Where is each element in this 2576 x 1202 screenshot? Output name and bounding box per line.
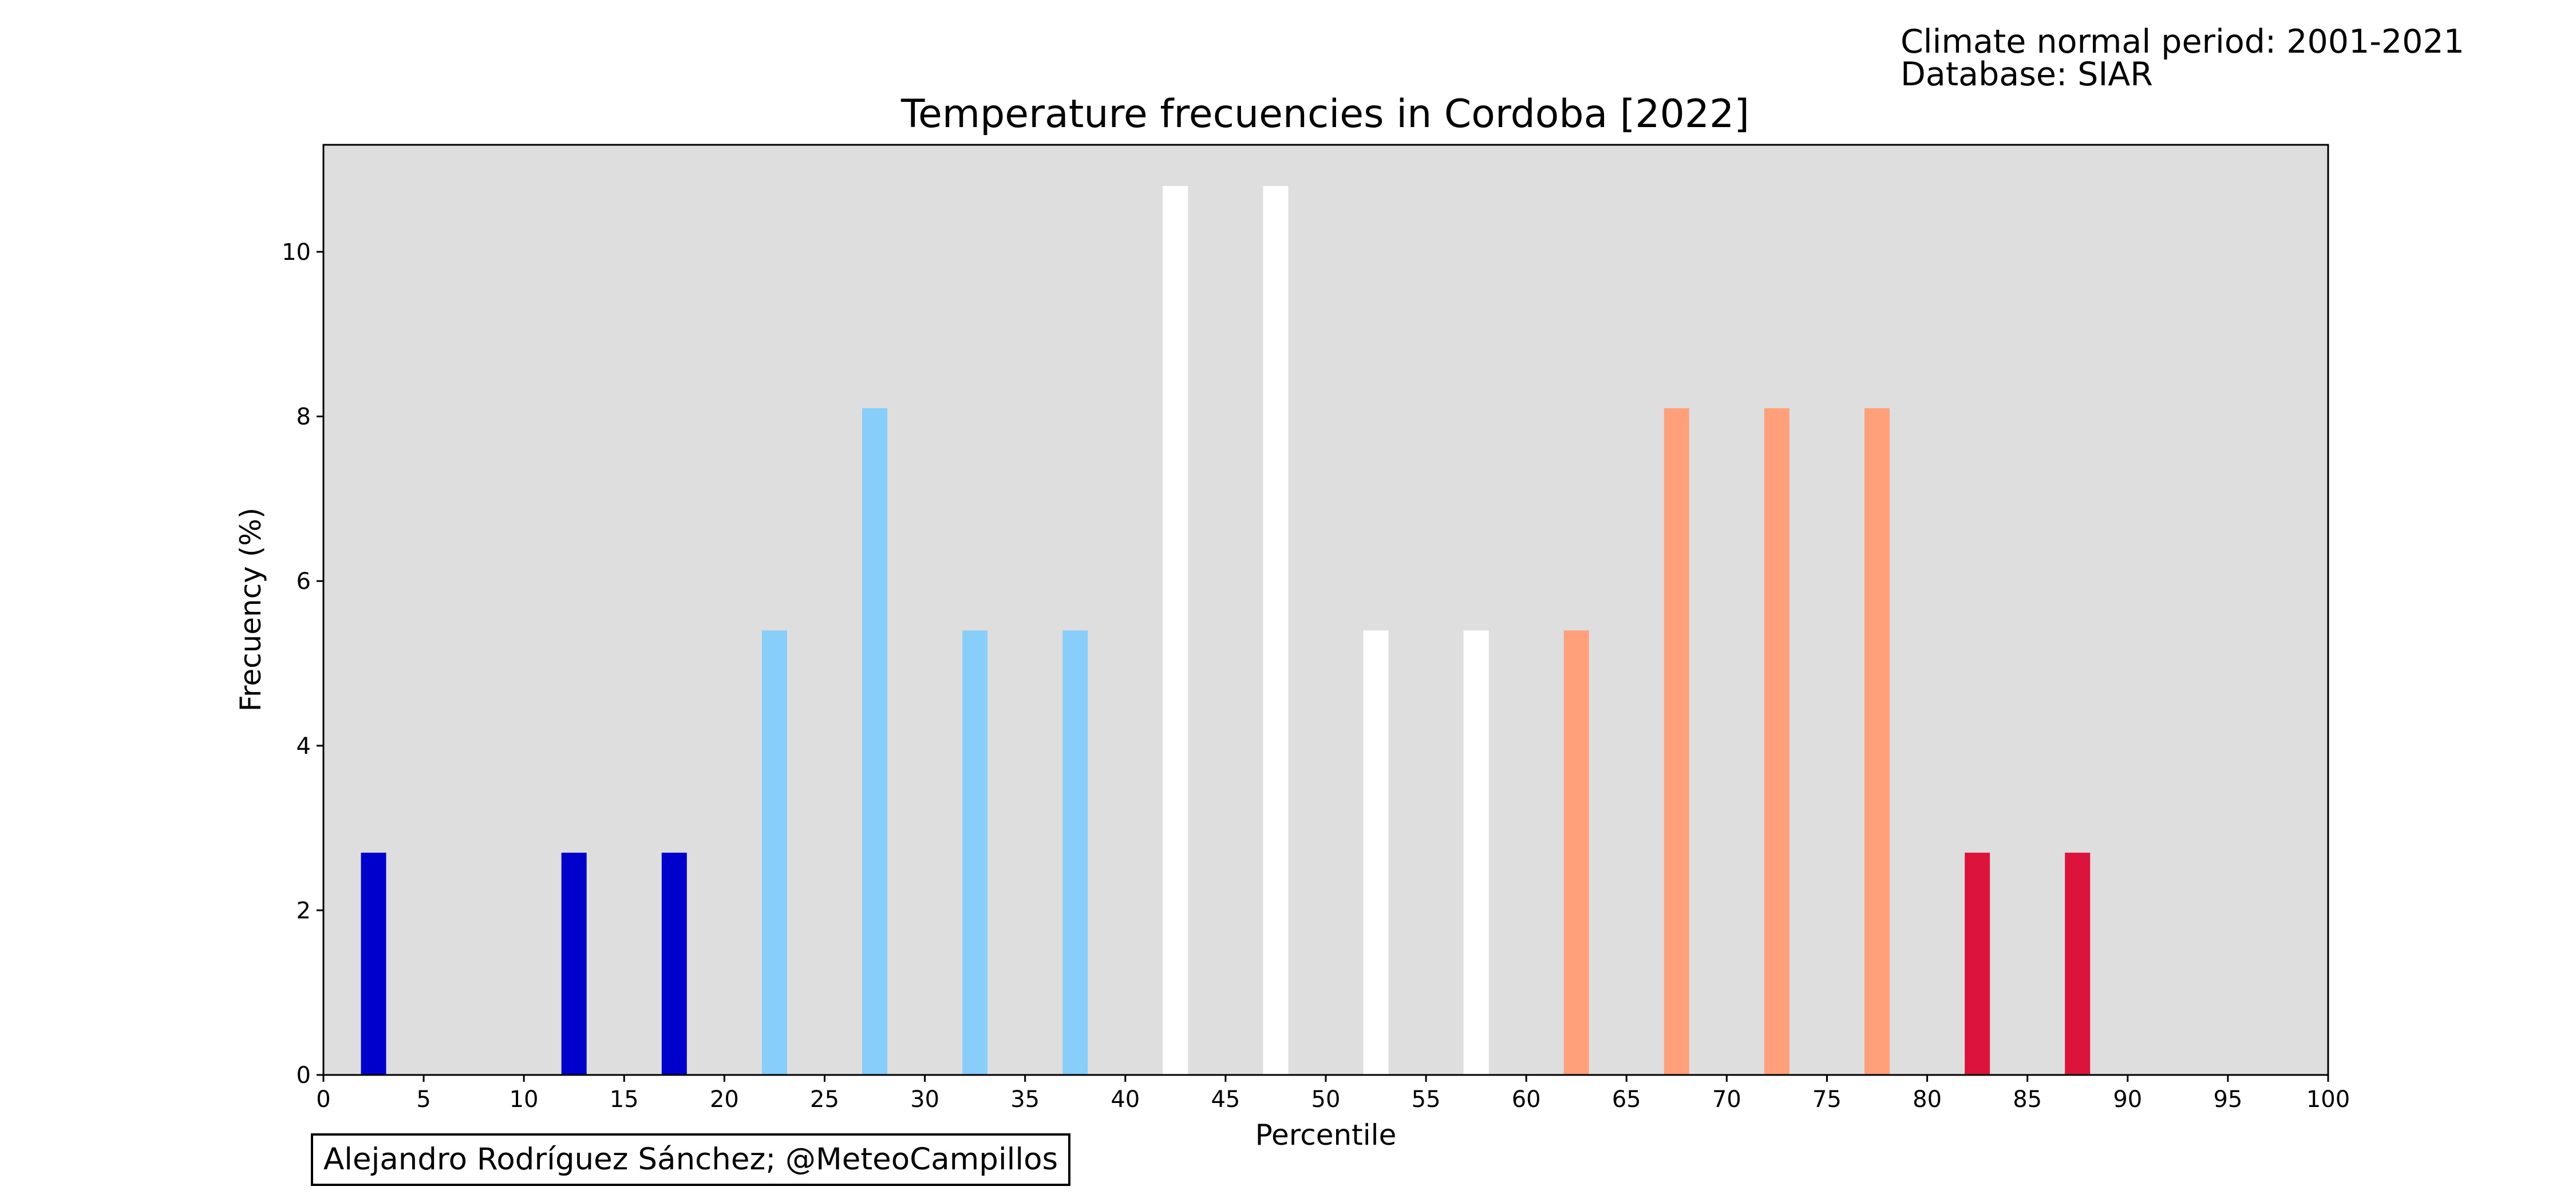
bar-82.5	[1965, 852, 1990, 1075]
bar-77.5	[1864, 408, 1890, 1075]
bar-2.5	[361, 852, 386, 1075]
bar-72.5	[1764, 408, 1789, 1075]
bar-22.5	[761, 630, 787, 1075]
bar-37.5	[1062, 630, 1088, 1075]
y-tick-label: 8	[297, 404, 311, 430]
bars-group	[361, 185, 2091, 1076]
x-tick-label: 65	[1612, 1086, 1641, 1113]
x-tick-label: 70	[1712, 1086, 1741, 1113]
x-tick-label: 95	[2213, 1086, 2242, 1113]
database-note: Database: SIAR	[1901, 56, 2153, 93]
x-tick-label: 30	[910, 1086, 939, 1113]
x-tick-label: 90	[2113, 1086, 2142, 1113]
x-tick-label: 15	[610, 1086, 639, 1113]
bar-27.5	[862, 408, 888, 1075]
bar-42.5	[1163, 185, 1188, 1076]
author-credit: Alejandro Rodríguez Sánchez; @MeteoCampi…	[311, 1133, 1071, 1186]
bar-67.5	[1664, 408, 1689, 1075]
y-axis: 0 2 4 6 8 10	[282, 239, 323, 1089]
y-tick-label: 10	[282, 239, 311, 266]
x-tick-label: 25	[810, 1086, 839, 1113]
y-tick-label: 0	[297, 1062, 311, 1089]
bar-52.5	[1363, 630, 1389, 1075]
bar-12.5	[561, 852, 587, 1075]
x-tick-label: 80	[1913, 1086, 1942, 1113]
x-tick-label: 50	[1311, 1086, 1341, 1113]
bar-47.5	[1263, 185, 1289, 1076]
bar-57.5	[1463, 630, 1489, 1075]
x-tick-label: 45	[1211, 1086, 1240, 1113]
x-tick-label: 40	[1111, 1086, 1140, 1113]
x-tick-label: 85	[2013, 1086, 2042, 1113]
climate-normal-period-note: Climate normal period: 2001-2021	[1901, 23, 2464, 61]
y-tick-label: 2	[297, 897, 311, 924]
x-axis-label: Percentile	[1255, 1118, 1397, 1152]
bar-62.5	[1563, 630, 1589, 1075]
x-tick-label: 20	[710, 1086, 739, 1113]
y-tick-label: 4	[297, 733, 311, 760]
bar-32.5	[962, 630, 988, 1075]
y-axis-label: Frecuency (%)	[234, 508, 267, 711]
x-tick-label: 55	[1412, 1086, 1441, 1113]
plot-area	[323, 145, 2328, 1075]
x-tick-label: 10	[509, 1086, 539, 1113]
y-tick-label: 6	[297, 568, 311, 595]
bar-17.5	[661, 852, 687, 1075]
x-tick-label: 60	[1512, 1086, 1541, 1113]
bar-87.5	[2065, 852, 2091, 1075]
x-tick-label: 75	[1812, 1086, 1842, 1113]
x-axis: 0 5 10 15 20 25 30 35 40 45 50 55 60 65 70 75 80 85 90 95 10…	[316, 1075, 2350, 1113]
x-tick-label: 35	[1010, 1086, 1040, 1113]
x-tick-label: 0	[316, 1086, 330, 1113]
chart-title: Temperature frecuencies in Cordoba [2022…	[900, 92, 1749, 137]
x-tick-label: 5	[416, 1086, 430, 1113]
x-tick-label: 100	[2306, 1086, 2350, 1113]
